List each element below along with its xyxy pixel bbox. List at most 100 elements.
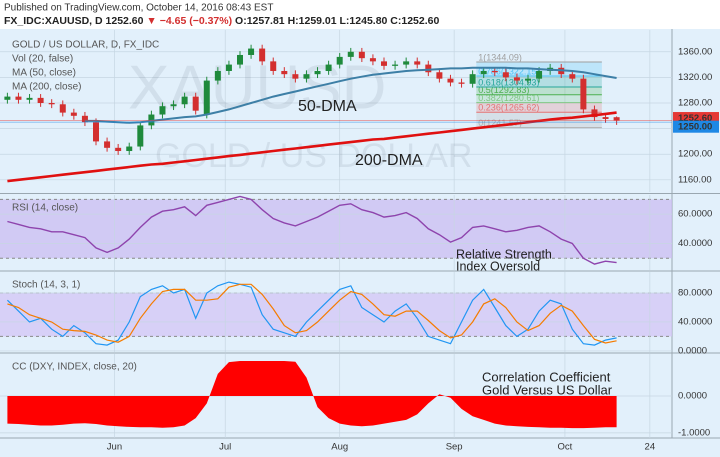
candle-body xyxy=(447,78,454,83)
y-tick-label: 1160.00 xyxy=(678,174,712,185)
price-tag-label: 1250.00 xyxy=(678,122,712,133)
fib-label: 0(1241.57) xyxy=(478,118,522,128)
legend-entry: MA (50, close) xyxy=(12,68,76,79)
band xyxy=(0,292,672,337)
header-background xyxy=(0,0,720,29)
candle-body xyxy=(358,51,365,59)
series-line xyxy=(7,283,617,344)
candle-body xyxy=(403,61,410,65)
fib-label: 0.5(1292.83) xyxy=(478,85,529,95)
ohlc: O:1257.81 H:1259.01 L:1245.80 C:1252.60 xyxy=(235,15,439,27)
candle-body xyxy=(369,58,376,62)
candle-body xyxy=(491,70,498,73)
candle-body xyxy=(137,125,144,147)
indicator-label: Vol (20, false) xyxy=(12,54,73,65)
candle-body xyxy=(93,122,99,142)
panel-title: CC (DXY, INDEX, close, 20) xyxy=(12,362,137,373)
candle-body xyxy=(525,78,531,81)
candle-body xyxy=(59,104,66,113)
panel-title: Stoch (14, 3, 1) xyxy=(12,280,80,291)
candle-body xyxy=(569,74,576,79)
candle-body xyxy=(536,70,543,79)
annotation: Correlation Coefficient xyxy=(482,369,611,384)
x-tick-label: Jun xyxy=(107,442,122,453)
band xyxy=(0,199,672,259)
fib-label: 0.382(1280.61) xyxy=(478,93,539,103)
candle-body xyxy=(237,54,243,65)
candle-body xyxy=(480,70,487,75)
price-tag xyxy=(673,120,719,133)
candle-body xyxy=(292,74,299,79)
candle-body xyxy=(248,48,255,55)
y-tick-label: 40.0000 xyxy=(678,316,712,327)
candle-body xyxy=(314,70,321,75)
candle-body xyxy=(414,61,421,65)
fib-label: 1(1344.09) xyxy=(478,52,522,62)
candle-body xyxy=(259,48,266,62)
fib-label: 0.236(1265.62) xyxy=(478,103,539,113)
fib-label: 0.786(1322.15) xyxy=(478,66,539,76)
candle-body xyxy=(602,117,609,120)
annotation: 50-DMA xyxy=(298,98,357,115)
watermark: GOLD / US DOLLAR xyxy=(155,137,472,175)
candle-body xyxy=(203,80,210,115)
candle-body xyxy=(170,104,177,107)
y-tick-label: 1320.00 xyxy=(678,72,712,83)
series-line xyxy=(7,195,617,265)
candle-body xyxy=(436,72,443,79)
y-tick-label: 40.0000 xyxy=(678,238,712,249)
candle-body xyxy=(303,74,310,79)
candle-body xyxy=(126,146,133,152)
x-tick-label: Jul xyxy=(219,442,231,453)
price-change: ▼ −4.65 (−0.37%) xyxy=(146,15,232,27)
last-price: 1252.60 xyxy=(106,15,144,27)
candle-body xyxy=(159,106,166,115)
price-tag-label: 1252.60 xyxy=(678,113,712,124)
panel-title: GOLD / US DOLLAR, D, FX_IDC xyxy=(12,40,159,51)
published-line: Published on TradingView.com, October 14… xyxy=(4,3,273,14)
panel-title: RSI (14, close) xyxy=(12,203,78,214)
candle-body xyxy=(214,70,221,81)
candle-body xyxy=(336,56,343,65)
candle-body xyxy=(591,109,598,118)
candle-body xyxy=(181,96,188,105)
annotation: 200-DMA xyxy=(355,152,423,169)
annotation: Relative Strength xyxy=(456,247,552,261)
candle-body xyxy=(513,77,520,81)
area xyxy=(7,361,617,429)
candle-body xyxy=(458,82,465,84)
x-tick-label: Oct xyxy=(558,442,573,453)
candle-body xyxy=(104,141,111,148)
candle-body xyxy=(225,64,232,71)
candle-body xyxy=(81,115,88,123)
annotation: Index Oversold xyxy=(456,259,540,273)
candle-body xyxy=(469,74,476,84)
candle-body xyxy=(115,147,122,152)
candle-body xyxy=(26,97,33,100)
candle-body xyxy=(392,64,399,66)
candle-body xyxy=(70,112,77,116)
panel: XAUUSD GOLD / US DOLLAR 0(1241.57) 0.236(12… xyxy=(0,30,672,192)
y-tick-label: 60.0000 xyxy=(678,209,712,220)
x-tick-label: 24 xyxy=(645,442,656,453)
candle-body xyxy=(613,117,620,121)
candle-body xyxy=(48,102,55,105)
candle-body xyxy=(347,51,354,57)
candle-body xyxy=(4,96,11,100)
fib-label: 0.618(1304.93) xyxy=(478,77,539,87)
fib-zone xyxy=(476,87,602,95)
candle-body xyxy=(281,70,288,75)
legend-entry: MA (200, close) xyxy=(12,82,81,93)
fib-zone xyxy=(476,102,602,113)
y-tick-label: 0.0000 xyxy=(678,391,707,402)
y-tick-label: 0.0000 xyxy=(678,345,707,356)
candle-body xyxy=(325,64,332,71)
panel xyxy=(0,272,672,352)
candle-body xyxy=(580,78,587,110)
fib-zone xyxy=(476,94,602,103)
x-tick-label: Aug xyxy=(331,442,348,453)
x-tick-label: Sep xyxy=(446,442,463,453)
y-tick-label: 1280.00 xyxy=(678,98,712,109)
